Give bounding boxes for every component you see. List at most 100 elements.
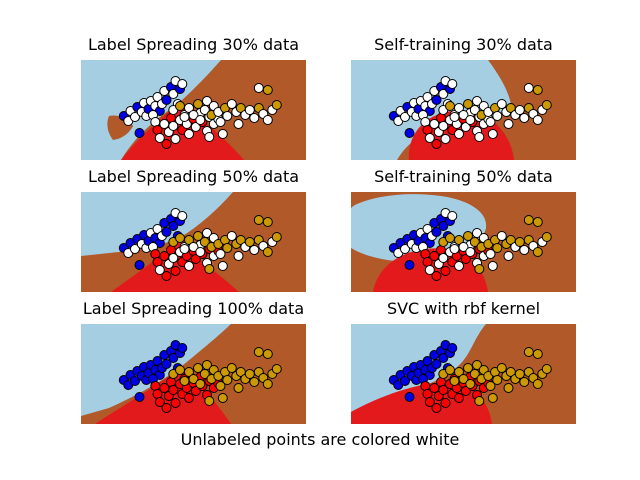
data-point-class0: [161, 95, 172, 105]
data-point-unlabeled: [438, 253, 449, 263]
subplot-title-label-spreading-50-data: Label Spreading 50% data: [87, 167, 300, 186]
data-point-class1: [184, 393, 194, 403]
data-point-class1: [161, 403, 172, 413]
data-point-class1: [190, 254, 201, 264]
data-point-class2: [532, 379, 543, 389]
data-point-class2: [233, 383, 244, 393]
data-point-unlabeled: [170, 134, 181, 144]
data-point-class2: [253, 215, 264, 225]
data-point-unlabeled: [184, 129, 194, 139]
data-point-unlabeled: [487, 129, 498, 139]
data-point-class2: [503, 383, 514, 393]
data-point-unlabeled: [184, 261, 194, 271]
data-point-class1: [170, 398, 181, 408]
data-point-unlabeled: [177, 211, 188, 221]
data-point-unlabeled: [249, 245, 260, 255]
data-point-class1: [431, 271, 442, 281]
data-point-class2: [193, 231, 203, 241]
data-point-unlabeled: [190, 122, 201, 132]
data-point-class2: [262, 85, 273, 95]
data-point-unlabeled: [492, 111, 503, 121]
data-point-unlabeled: [202, 96, 212, 106]
data-point-unlabeled: [184, 103, 194, 113]
data-point-class2: [445, 101, 455, 111]
data-point-unlabeled: [449, 112, 460, 122]
data-point-class0: [431, 227, 442, 237]
data-point-unlabeled: [222, 111, 233, 121]
data-point-class0: [168, 353, 179, 363]
data-point-class2: [199, 369, 210, 379]
subplot-plot-self-training-30-data: [351, 60, 576, 160]
data-point-class2: [449, 376, 460, 386]
data-point-class2: [262, 349, 273, 359]
data-point-class2: [262, 379, 273, 389]
data-point-class0: [404, 260, 415, 270]
data-point-unlabeled: [188, 242, 199, 252]
data-point-unlabeled: [130, 244, 140, 254]
data-point-class2: [253, 347, 264, 357]
data-point-class2: [193, 99, 203, 109]
data-point-class0: [134, 128, 145, 138]
subplot-title-self-training-30-data: Self-training 30% data: [374, 35, 553, 54]
data-point-class2: [193, 363, 203, 373]
data-point-class2: [496, 363, 507, 373]
data-point-unlabeled: [253, 83, 264, 93]
data-point-class2: [202, 360, 212, 370]
data-point-unlabeled: [168, 253, 179, 263]
data-point-unlabeled: [503, 119, 514, 129]
data-point-unlabeled: [177, 79, 188, 89]
data-point-unlabeled: [519, 113, 530, 123]
data-point-class1: [431, 139, 442, 149]
data-point-unlabeled: [465, 115, 476, 125]
data-point-class2: [492, 375, 503, 385]
data-point-unlabeled: [262, 115, 273, 125]
data-point-class0: [404, 392, 415, 402]
data-point-unlabeled: [496, 231, 507, 241]
data-point-class1: [161, 139, 172, 149]
data-point-class1: [460, 386, 471, 396]
data-point-class1: [170, 266, 181, 276]
data-point-class2: [514, 237, 525, 247]
data-point-class1: [168, 385, 179, 395]
data-point-unlabeled: [440, 134, 451, 144]
data-point-unlabeled: [424, 265, 435, 275]
data-point-class2: [541, 364, 552, 374]
data-point-unlabeled: [447, 211, 458, 221]
data-point-class2: [454, 367, 464, 377]
data-point-unlabeled: [217, 129, 228, 139]
data-point-unlabeled: [152, 224, 163, 234]
data-point-class1: [440, 266, 451, 276]
data-point-class2: [271, 232, 282, 242]
data-point-class2: [204, 264, 215, 274]
data-point-unlabeled: [215, 117, 226, 127]
data-point-class2: [222, 375, 233, 385]
data-point-unlabeled: [215, 249, 226, 259]
data-point-class1: [424, 397, 435, 407]
data-point-class2: [445, 233, 455, 243]
subplot-title-label-spreading-30-data: Label Spreading 30% data: [87, 35, 300, 54]
data-point-class2: [463, 99, 473, 109]
data-point-class2: [271, 364, 282, 374]
data-point-unlabeled: [485, 249, 496, 259]
data-point-class2: [458, 374, 469, 384]
data-point-unlabeled: [447, 79, 458, 89]
data-point-class0: [447, 343, 458, 353]
subplot-plot-self-training-50-data: [351, 192, 576, 292]
data-point-unlabeled: [424, 133, 435, 143]
data-point-class2: [271, 100, 282, 110]
data-point-class2: [474, 264, 485, 274]
data-point-unlabeled: [226, 231, 237, 241]
data-point-unlabeled: [465, 247, 476, 257]
data-point-class1: [161, 271, 172, 281]
data-point-unlabeled: [179, 244, 190, 254]
data-point-unlabeled: [438, 121, 449, 131]
data-point-class2: [262, 247, 273, 257]
data-point-class2: [532, 247, 543, 257]
data-point-unlabeled: [454, 129, 464, 139]
data-point-class2: [179, 376, 190, 386]
subplot-plot-label-spreading-50-data: [81, 192, 306, 292]
data-point-class2: [454, 235, 464, 245]
data-point-class2: [249, 377, 260, 387]
data-point-unlabeled: [469, 105, 480, 115]
